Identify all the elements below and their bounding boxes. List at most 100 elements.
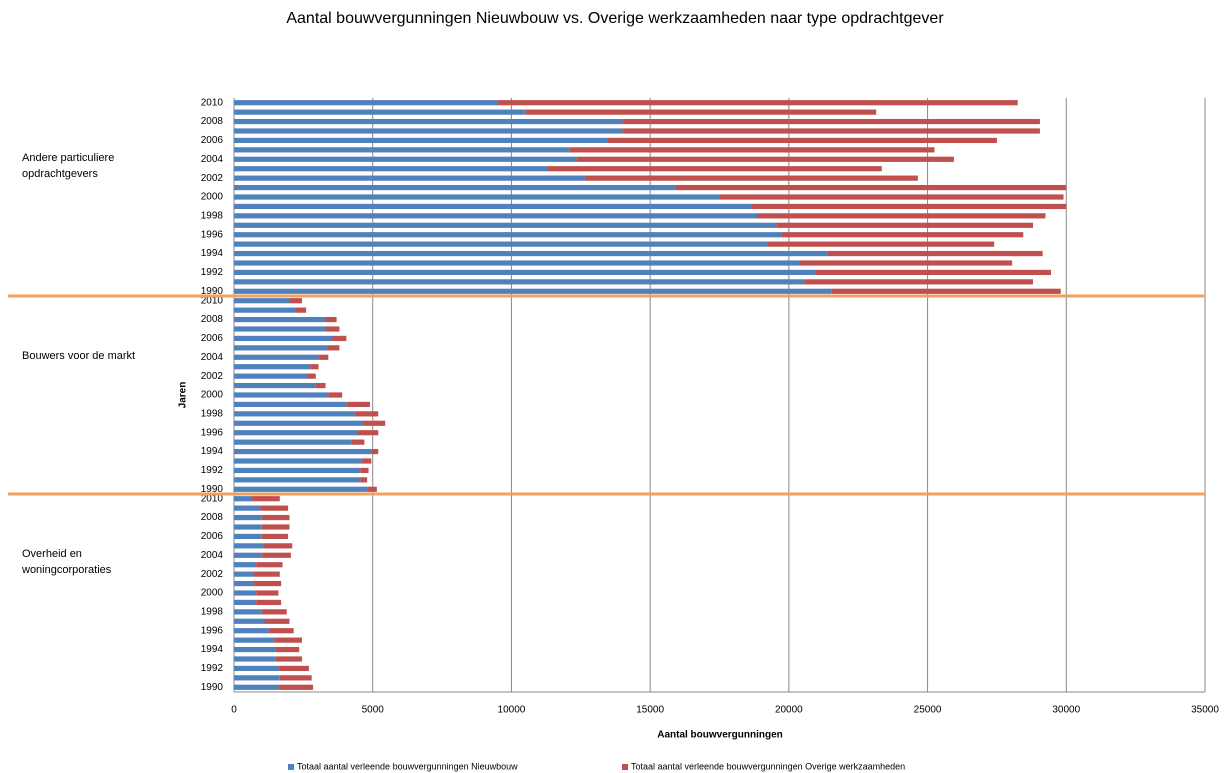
y-tick-label: 2010: [201, 97, 224, 108]
y-tick-label: 2008: [201, 512, 224, 523]
bar-segment: [234, 401, 347, 408]
y-tick-label: 1992: [201, 267, 224, 278]
bar-segment: [547, 166, 882, 172]
bar-segment: [234, 656, 276, 662]
bar-segment: [234, 326, 326, 332]
bar-segment: [675, 184, 1067, 191]
bar-segment: [357, 430, 379, 436]
bar-segment: [234, 430, 358, 436]
x-tick-label: 25000: [914, 705, 942, 716]
bar-segment: [253, 571, 280, 577]
bar-segment: [234, 316, 326, 323]
bar-segment: [234, 637, 275, 643]
bar-segment: [234, 524, 262, 530]
bar-segment: [234, 279, 805, 285]
legend-label: Totaal aantal verleende bouwvergunningen…: [297, 761, 518, 771]
bar-segment: [234, 486, 368, 492]
bar-segment: [576, 156, 954, 162]
bar-segment: [367, 486, 377, 492]
bar-segment: [234, 439, 352, 445]
y-tick-label: 1994: [201, 644, 224, 655]
bar-segment: [332, 335, 347, 342]
bar-segment: [261, 533, 289, 540]
bar-segment: [360, 467, 369, 474]
y-tick-label: 2000: [201, 390, 224, 401]
y-tick-label: 2010: [201, 295, 224, 306]
bar-segment: [289, 298, 302, 304]
bar-segment: [234, 118, 623, 125]
bar-segment: [804, 279, 1033, 285]
bar-segment: [234, 420, 364, 426]
bar-segment: [234, 269, 816, 276]
y-tick-label: 2006: [201, 531, 224, 542]
bar-segment: [371, 448, 379, 455]
bar-segment: [328, 392, 343, 398]
bar-segment: [799, 260, 1013, 266]
bar-segment: [234, 109, 526, 115]
bar-segment: [751, 203, 1067, 210]
y-tick-label: 2006: [201, 135, 224, 146]
bar-segment: [234, 448, 372, 455]
legend-swatch: [288, 764, 294, 770]
bar-segment: [234, 562, 257, 568]
bar-segment: [256, 599, 282, 606]
bar-segment: [256, 562, 283, 568]
bar-segment: [234, 250, 828, 257]
bar-segment: [234, 364, 311, 370]
bar-segment: [831, 288, 1061, 294]
bar-segment: [756, 213, 1046, 219]
y-tick-label: 1990: [201, 286, 224, 297]
bar-segment: [234, 373, 308, 379]
bar-segment: [234, 580, 254, 587]
y-tick-label: 1992: [201, 465, 224, 476]
bar-segment: [274, 637, 302, 643]
bar-segment: [234, 307, 296, 313]
bar-segment: [607, 137, 997, 144]
bar-segment: [346, 401, 370, 408]
bar-segment: [234, 571, 254, 577]
bar-segment: [525, 109, 877, 115]
bar-segment: [234, 288, 832, 294]
bar-segment: [234, 496, 253, 502]
bar-segment: [360, 477, 368, 483]
legend-swatch: [622, 764, 628, 770]
bar-segment: [234, 382, 316, 389]
bar-segment: [234, 628, 269, 634]
y-tick-label: 1990: [201, 484, 224, 495]
bar-segment: [354, 411, 379, 417]
bar-segment: [234, 467, 361, 474]
x-tick-label: 30000: [1052, 705, 1080, 716]
y-tick-label: 2002: [201, 371, 224, 382]
y-tick-label: 2008: [201, 314, 224, 325]
bar-segment: [569, 147, 935, 153]
x-tick-label: 5000: [362, 705, 385, 716]
bar-segment: [827, 250, 1043, 257]
bar-segment: [234, 543, 264, 549]
y-tick-label: 2002: [201, 173, 224, 184]
bar-segment: [315, 382, 326, 389]
bar-segment: [351, 439, 365, 445]
bar-segment: [234, 213, 757, 219]
bar-segment: [310, 364, 319, 370]
y-tick-label: 1998: [201, 210, 224, 221]
x-tick-label: 20000: [775, 705, 803, 716]
bar-segment: [234, 194, 720, 200]
bar-segment: [234, 241, 769, 247]
group-label: Andere particuliere opdrachtgevers: [22, 152, 115, 180]
bar-segment: [234, 354, 319, 360]
bar-segment: [264, 618, 290, 624]
bar-segment: [261, 552, 291, 558]
bar-segment: [234, 345, 327, 351]
bar-segment: [622, 128, 1040, 134]
bar-segment: [234, 618, 265, 624]
x-tick-label: 15000: [636, 705, 664, 716]
y-tick-label: 1996: [201, 625, 224, 636]
bar-segment: [234, 147, 570, 153]
bar-segment: [278, 684, 314, 690]
bar-segment: [234, 128, 623, 134]
bar-segment: [234, 675, 280, 681]
bar-segment: [260, 505, 289, 511]
bar-segment: [768, 241, 995, 247]
y-tick-label: 2004: [201, 154, 224, 165]
